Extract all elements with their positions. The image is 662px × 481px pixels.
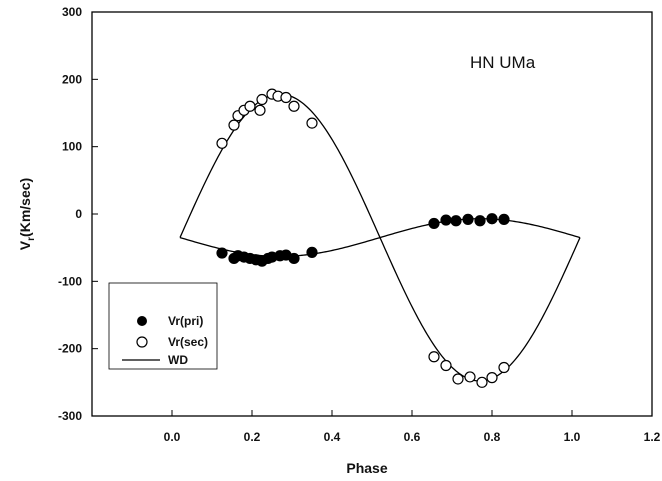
y-axis-title-main: V [17,240,33,250]
y-tick-label: 300 [62,5,82,19]
point-vr-sec [254,104,266,116]
y-tick-label: 100 [62,140,82,154]
point-vr-pri [306,246,318,258]
y-tick-label: -200 [58,342,82,356]
point-vr-pri [288,252,300,265]
point-vr-sec [440,359,452,372]
point-vr-sec [244,100,256,112]
point-vr-sec [306,117,318,129]
point-vr-sec [498,361,510,374]
point-vr-sec [228,119,240,131]
point-vr-sec [464,371,476,383]
point-vr-pri [450,215,462,227]
data-points [216,88,510,388]
x-tick-label: 0.8 [484,430,501,444]
y-tick-label: -100 [58,274,82,288]
annotation-label: HN UMa [470,53,536,72]
point-vr-pri [440,214,452,226]
point-vr-sec [256,93,268,106]
x-tick-label: 0.0 [164,430,181,444]
point-vr-pri [462,213,474,225]
wd-curve-secondary [179,93,581,382]
axis-ticks: 0.0 0.2 0.4 0.6 0.8 1.0 1.2 -300 -200 -100 0 100 200… [58,5,661,444]
legend-marker-pri [137,316,147,326]
legend-marker-sec [136,336,148,348]
x-tick-label: 0.6 [404,430,421,444]
point-vr-sec [428,351,440,363]
y-axis-title: Vr(Km/sec) [17,178,37,250]
legend-label-sec: Vr(sec) [168,335,208,349]
x-tick-label: 0.4 [324,430,341,444]
point-vr-pri [474,215,486,227]
point-vr-sec [486,372,498,384]
legend: Vr(pri) Vr(sec) WD [108,282,218,370]
x-tick-label: 0.2 [244,430,261,444]
y-axis-title-units: (Km/sec) [17,178,33,237]
legend-label-pri: Vr(pri) [168,314,203,328]
y-tick-label: 0 [75,207,82,221]
point-vr-sec [280,91,292,104]
point-vr-sec [452,373,464,385]
y-tick-label: -300 [58,409,82,423]
y-axis-title-subscript: r [26,237,37,241]
y-tick-label: 200 [62,72,82,86]
point-vr-pri [486,213,498,225]
x-axis-title: Phase [346,460,387,476]
wd-model-curves [179,93,581,382]
point-vr-sec [476,376,488,388]
point-vr-pri [216,247,228,259]
x-tick-label: 1.0 [564,430,581,444]
x-tick-label: 1.2 [644,430,661,444]
legend-box [108,282,218,370]
legend-label-wd: WD [168,353,188,367]
point-vr-sec [216,137,228,149]
point-vr-pri [428,217,440,230]
point-vr-pri [498,213,510,225]
point-vr-sec [288,100,300,112]
